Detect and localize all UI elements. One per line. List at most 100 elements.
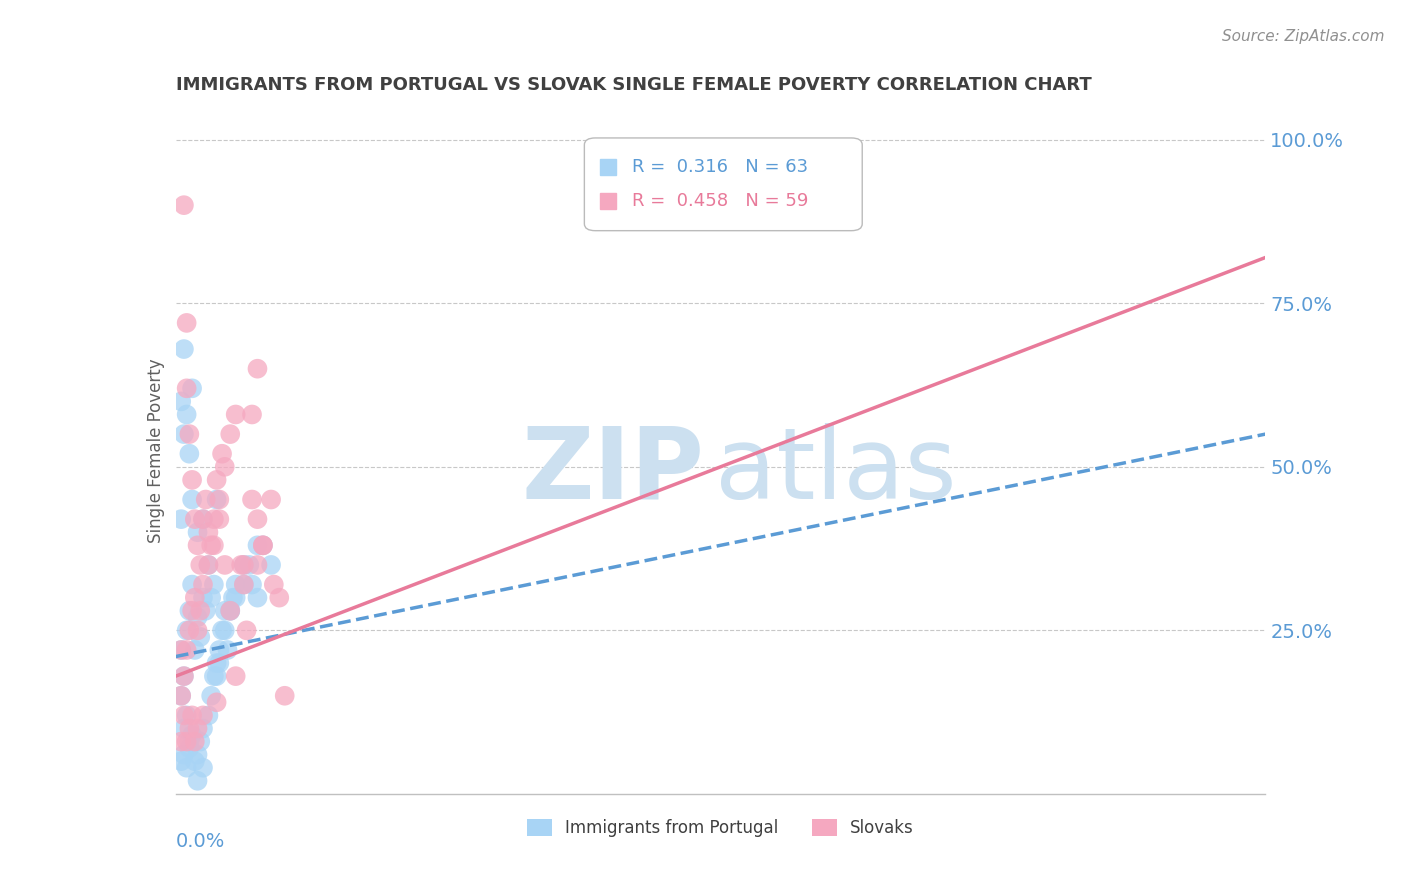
Point (176, 316, 198, 330)
Point (188, 630, 211, 644)
Point (186, 722, 209, 736)
Point (191, 591, 214, 605)
Point (170, 643, 193, 657)
Point (260, 558, 283, 572)
Point (173, 342, 195, 356)
Point (176, 708, 198, 723)
Point (181, 381, 204, 395)
Point (252, 538, 274, 552)
Point (208, 643, 231, 657)
Point (184, 754, 207, 768)
Point (225, 591, 247, 605)
Point (200, 591, 222, 605)
Point (176, 624, 198, 638)
Point (231, 558, 253, 572)
Point (219, 427, 242, 442)
Point (205, 473, 228, 487)
Point (188, 734, 211, 748)
Y-axis label: Single Female Poverty: Single Female Poverty (146, 359, 165, 542)
Point (246, 361, 269, 376)
Legend: Immigrants from Portugal, Slovaks: Immigrants from Portugal, Slovaks (520, 813, 921, 844)
Point (200, 689, 222, 703)
Point (240, 577, 263, 591)
Point (246, 538, 269, 552)
Point (202, 577, 225, 591)
Point (197, 558, 219, 572)
Text: ZIP: ZIP (522, 423, 704, 519)
Point (173, 669, 195, 683)
Point (246, 591, 269, 605)
Point (176, 734, 198, 748)
Point (191, 722, 214, 736)
Point (211, 447, 233, 461)
Point (176, 761, 198, 775)
Point (274, 689, 297, 703)
Point (186, 773, 209, 788)
Point (214, 558, 236, 572)
Point (197, 525, 219, 540)
Point (181, 604, 204, 618)
Point (232, 558, 254, 572)
Point (176, 381, 198, 395)
Point (252, 538, 274, 552)
Point (170, 643, 193, 657)
Point (181, 708, 204, 723)
Point (191, 577, 214, 591)
Point (184, 512, 207, 526)
Point (205, 695, 228, 709)
Point (238, 558, 260, 572)
Point (219, 604, 242, 618)
Point (197, 708, 219, 723)
Point (184, 734, 207, 748)
Point (191, 512, 214, 526)
Point (225, 408, 247, 422)
Point (232, 577, 254, 591)
Point (200, 538, 222, 552)
Point (184, 643, 207, 657)
Point (202, 669, 225, 683)
Point (197, 558, 219, 572)
Point (194, 492, 217, 507)
Point (219, 604, 242, 618)
Point (225, 669, 247, 683)
Point (170, 754, 193, 768)
Point (179, 722, 201, 736)
Point (260, 492, 283, 507)
Point (235, 624, 257, 638)
Point (246, 558, 269, 572)
Point (181, 577, 204, 591)
Point (179, 624, 201, 638)
Text: R =  0.458   N = 59: R = 0.458 N = 59 (633, 192, 808, 211)
Point (191, 708, 214, 723)
Point (269, 591, 291, 605)
Point (170, 689, 193, 703)
Point (240, 408, 263, 422)
Text: atlas: atlas (716, 423, 956, 519)
Point (194, 604, 217, 618)
Text: Source: ZipAtlas.com: Source: ZipAtlas.com (1222, 29, 1385, 44)
Point (186, 747, 209, 762)
Point (225, 577, 247, 591)
Point (170, 689, 193, 703)
Text: R =  0.316   N = 63: R = 0.316 N = 63 (633, 158, 808, 176)
Point (186, 538, 209, 552)
Text: IMMIGRANTS FROM PORTUGAL VS SLOVAK SINGLE FEMALE POVERTY CORRELATION CHART: IMMIGRANTS FROM PORTUGAL VS SLOVAK SINGL… (176, 77, 1091, 95)
Point (173, 747, 195, 762)
Point (202, 538, 225, 552)
Point (179, 447, 201, 461)
Point (214, 459, 236, 474)
Point (186, 610, 209, 624)
Point (202, 512, 225, 526)
Point (184, 591, 207, 605)
Point (181, 728, 204, 742)
Point (191, 761, 214, 775)
Point (173, 669, 195, 683)
Point (173, 427, 195, 442)
Point (252, 538, 274, 552)
Point (214, 604, 236, 618)
Point (170, 512, 193, 526)
Point (170, 734, 193, 748)
Point (219, 604, 242, 618)
Text: 0.0%: 0.0% (176, 831, 225, 851)
Point (181, 492, 204, 507)
